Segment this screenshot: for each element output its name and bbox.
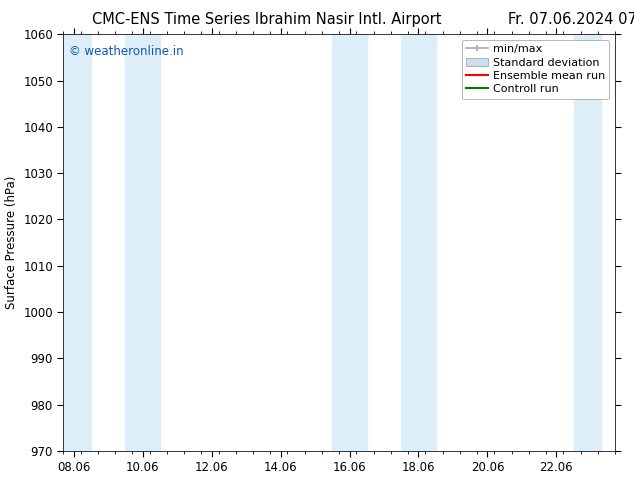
Text: Fr. 07.06.2024 07 UTC: Fr. 07.06.2024 07 UTC — [508, 12, 634, 27]
Y-axis label: Surface Pressure (hPa): Surface Pressure (hPa) — [4, 176, 18, 309]
Bar — [401, 34, 436, 451]
Bar — [574, 34, 601, 451]
Legend: min/max, Standard deviation, Ensemble mean run, Controll run: min/max, Standard deviation, Ensemble me… — [462, 40, 609, 99]
Bar — [63, 34, 91, 451]
Text: © weatheronline.in: © weatheronline.in — [69, 45, 183, 58]
Bar — [332, 34, 366, 451]
Text: CMC-ENS Time Series Ibrahim Nasir Intl. Airport: CMC-ENS Time Series Ibrahim Nasir Intl. … — [91, 12, 441, 27]
Bar — [126, 34, 160, 451]
